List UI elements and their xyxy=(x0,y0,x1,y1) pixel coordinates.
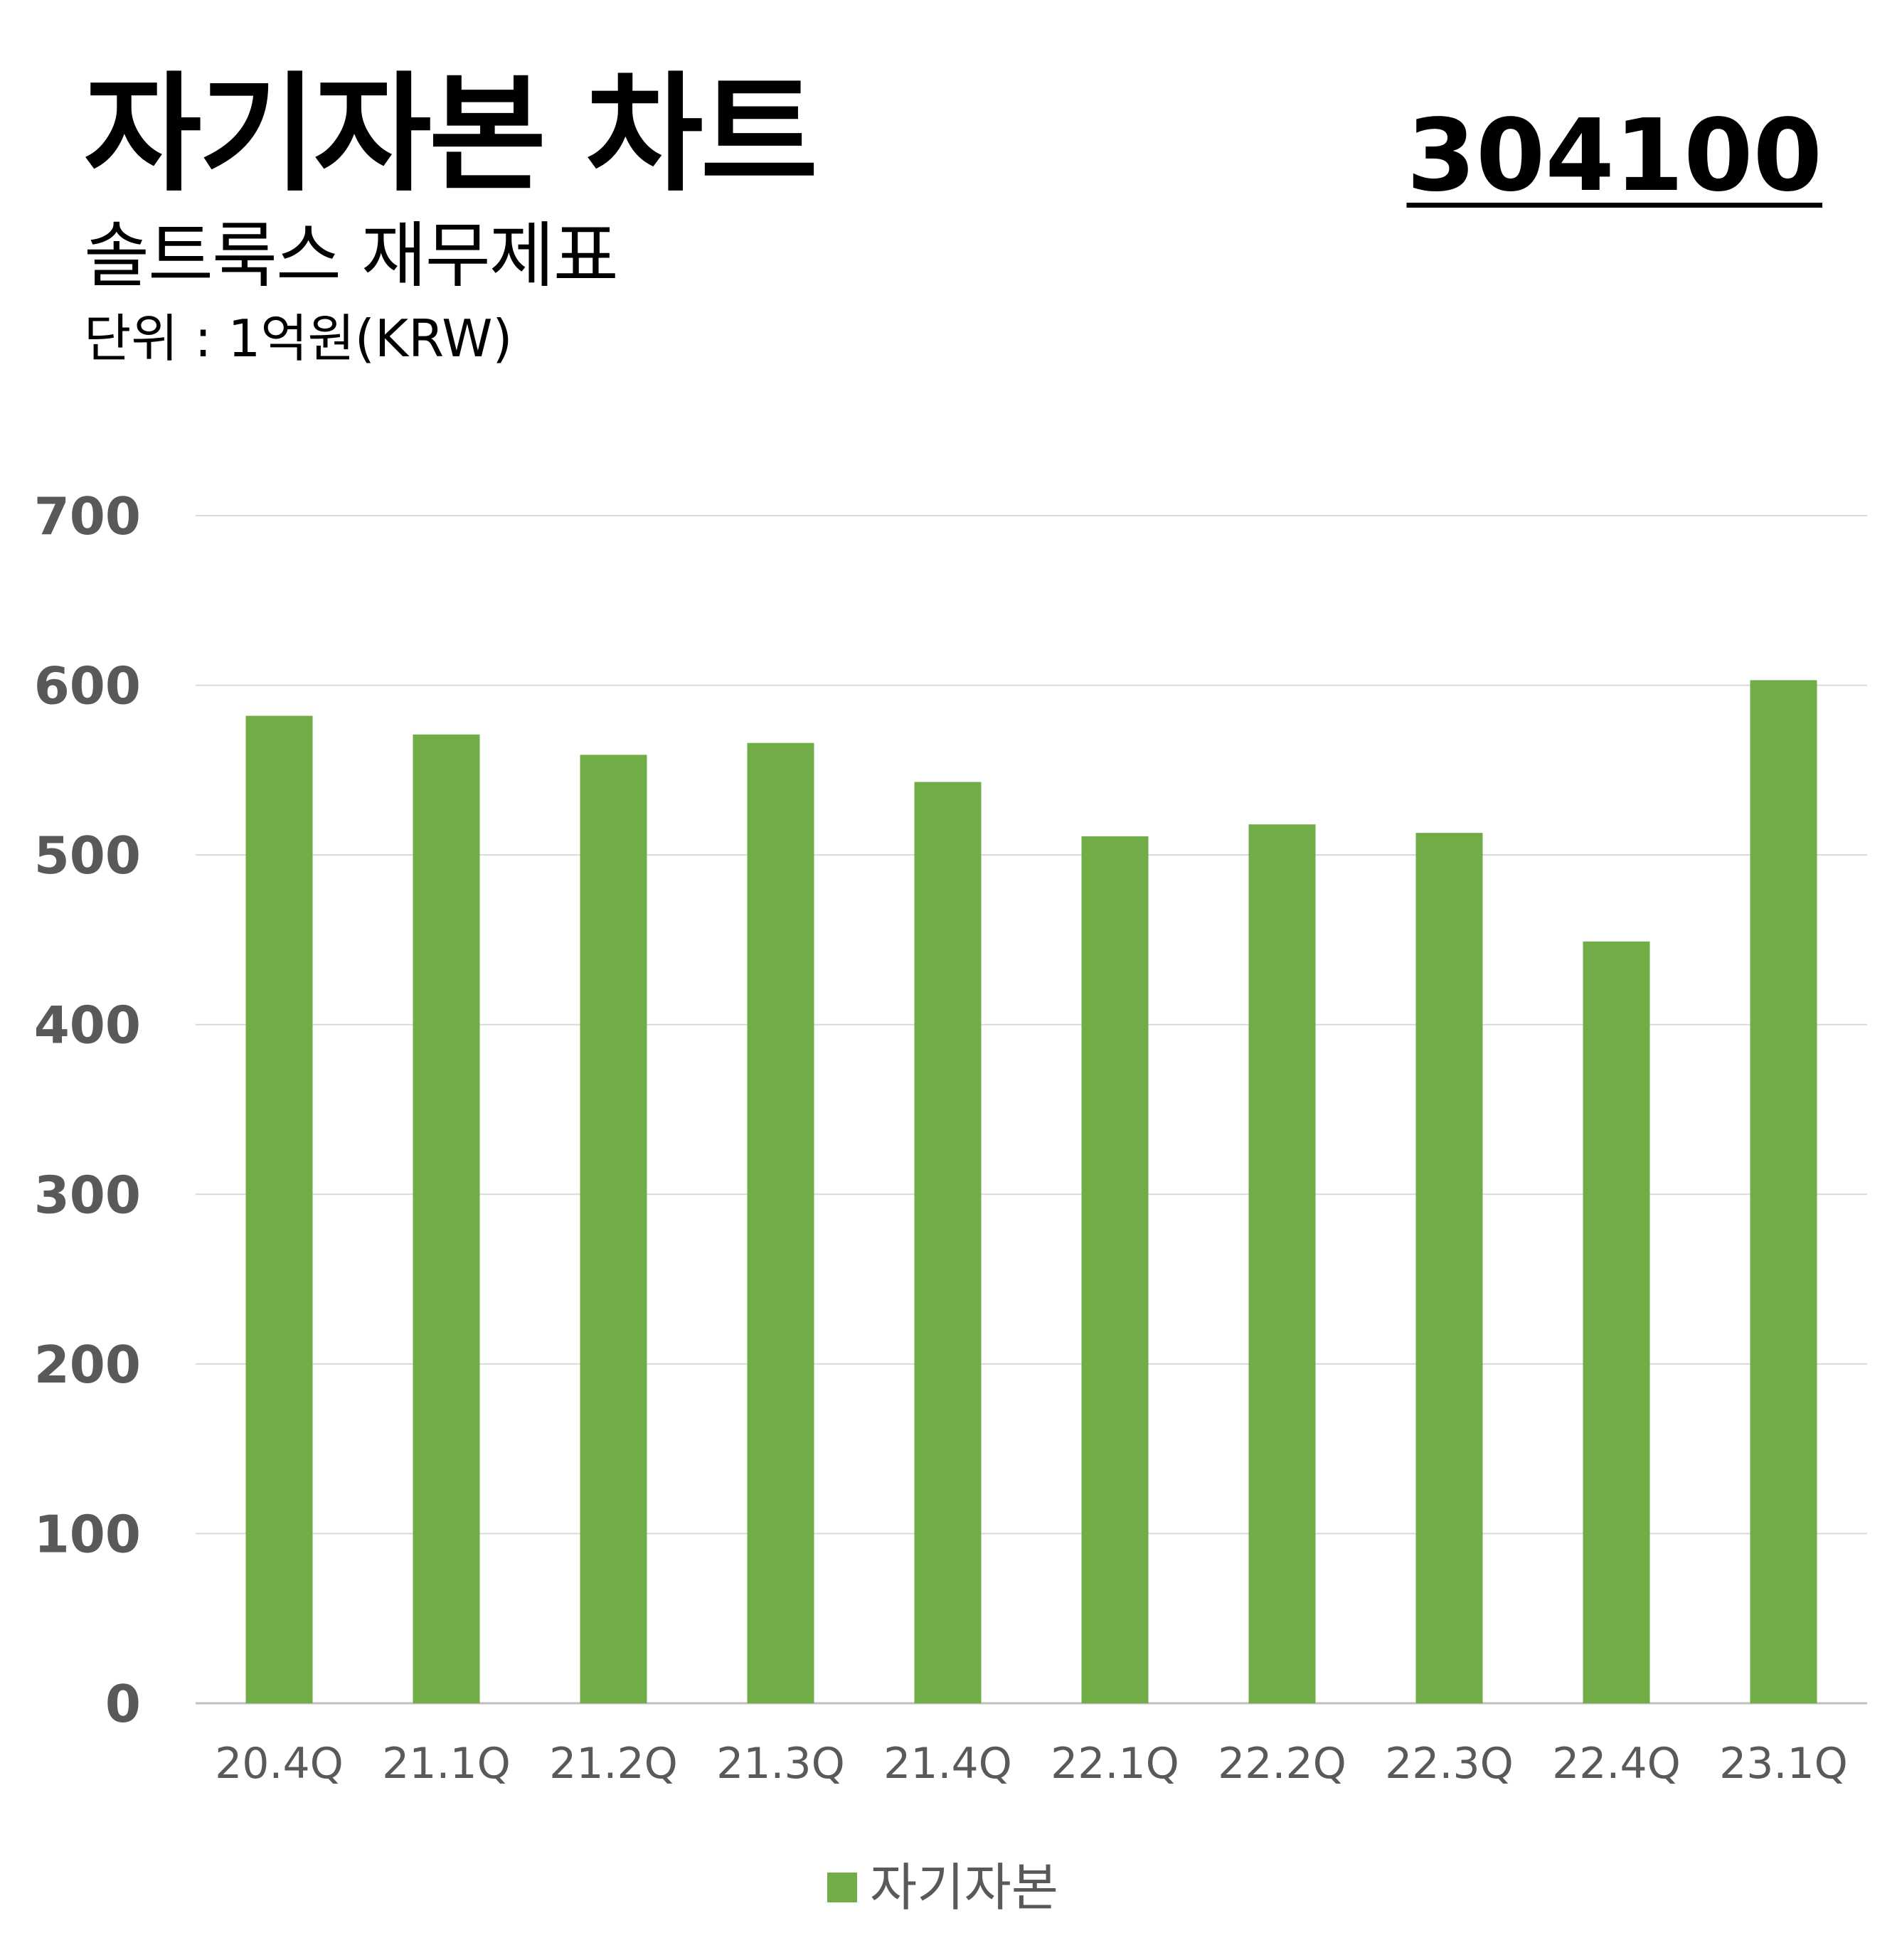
y-tick-label: 400 xyxy=(34,996,141,1055)
legend-label: 자기자본 xyxy=(870,1858,1058,1917)
bar-20.4Q xyxy=(245,715,313,1703)
x-tick-label: 22.1Q xyxy=(1051,1739,1179,1789)
ticker-code: 304100 xyxy=(1406,98,1822,214)
x-tick-label: 22.3Q xyxy=(1385,1739,1514,1789)
legend: 자기자본 xyxy=(827,1862,1058,1913)
x-tick-label: 23.1Q xyxy=(1719,1739,1848,1789)
bar-23.1Q xyxy=(1750,680,1817,1703)
x-tick-label: 20.4Q xyxy=(215,1739,344,1789)
bar-21.4Q xyxy=(914,782,982,1703)
chart-title: 자기자본 차트 xyxy=(84,60,818,209)
y-tick-label: 500 xyxy=(34,826,141,885)
y-tick-label: 300 xyxy=(34,1165,141,1225)
y-tick-label: 700 xyxy=(34,486,141,546)
bars xyxy=(245,680,1817,1703)
y-tick-label: 600 xyxy=(34,656,141,716)
y-axis-ticks: 0 100 200 300 400 500 600 700 xyxy=(34,486,141,1734)
bar-22.4Q xyxy=(1583,941,1650,1703)
unit-label: 단위 : 1억원(KRW) xyxy=(84,309,513,368)
x-tick-label: 22.2Q xyxy=(1218,1739,1346,1789)
y-tick-label: 100 xyxy=(34,1504,141,1564)
bar-21.3Q xyxy=(747,742,814,1703)
x-axis-labels: 20.4Q 21.1Q 21.2Q 21.3Q 21.4Q 22.1Q 22.2Q 22.3Q… xyxy=(215,1739,1848,1789)
bar-22.2Q xyxy=(1248,824,1316,1703)
y-tick-label: 0 xyxy=(105,1674,141,1734)
x-tick-label: 21.1Q xyxy=(382,1739,511,1789)
x-tick-label: 21.3Q xyxy=(716,1739,845,1789)
x-tick-label: 21.2Q xyxy=(549,1739,678,1789)
x-tick-label: 22.4Q xyxy=(1552,1739,1681,1789)
bar-22.1Q xyxy=(1081,836,1149,1703)
legend-swatch xyxy=(827,1873,857,1902)
chart-subtitle: 솔트룩스 재무제표 xyxy=(84,214,619,297)
y-tick-label: 200 xyxy=(34,1335,141,1395)
x-tick-label: 21.4Q xyxy=(883,1739,1012,1789)
bar-21.1Q xyxy=(413,734,480,1703)
bar-22.3Q xyxy=(1415,833,1483,1703)
bar-21.2Q xyxy=(580,755,647,1703)
